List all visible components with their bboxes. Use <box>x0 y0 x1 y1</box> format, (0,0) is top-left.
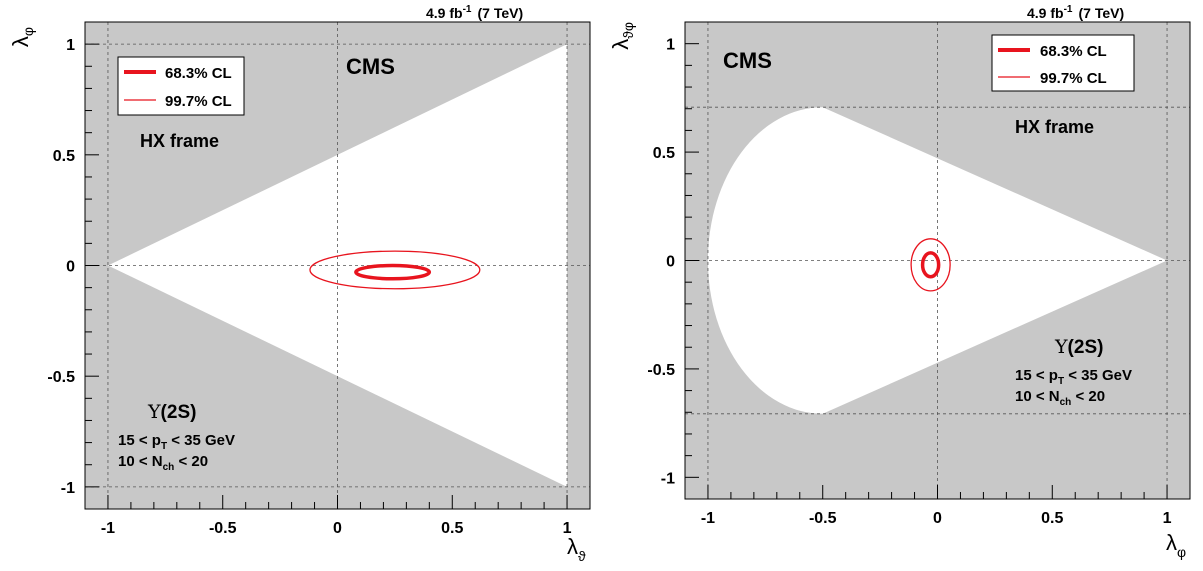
right-xlabel: λφ <box>1166 530 1186 560</box>
left-legend: 68.3% CL 99.7% CL <box>117 56 245 116</box>
left-ytick-label-1: -0.5 <box>47 369 75 386</box>
left-ytick-label-2: 0 <box>66 259 75 276</box>
left-xtick-label-1: -0.5 <box>209 520 237 537</box>
right-legend: 68.3% CL 99.7% CL <box>991 34 1135 92</box>
left-ylabel: λφ <box>8 27 36 47</box>
left-ytick-label-0: -1 <box>61 480 75 497</box>
right-contours <box>910 238 951 292</box>
left-lumi: 4.9 fb-1 (7 TeV) <box>426 4 523 21</box>
right-nch-label: 10 < Nch < 20 <box>1015 388 1105 408</box>
left-contours <box>309 250 481 290</box>
right-xtick-label-0: -1 <box>701 510 715 527</box>
right-xtick-label-1: -0.5 <box>809 510 837 527</box>
right-ytick-label-0: -1 <box>661 470 675 487</box>
right-panel: -1 -0.5 0 0.5 1 -1 -0.5 0 0.5 1 4.9 fb-1 (7 TeV) 6… <box>608 4 1191 560</box>
right-cms-label: CMS <box>723 48 772 73</box>
right-legend-label-thick: 68.3% CL <box>1040 43 1107 60</box>
right-contour-68 <box>920 251 941 279</box>
left-xtick-label-0: -1 <box>101 520 115 537</box>
right-lumi: 4.9 fb-1 (7 TeV) <box>1027 4 1124 21</box>
left-contour-68 <box>354 263 432 281</box>
left-xlabel: λϑ <box>567 534 586 564</box>
left-upsilon-label: Υ(2S) <box>147 401 196 423</box>
right-xtick-label-2: 0 <box>933 510 942 527</box>
right-pt-label: 15 < pT < 35 GeV <box>1015 367 1132 387</box>
right-ytick-label-4: 1 <box>666 37 675 54</box>
right-legend-label-thin: 99.7% CL <box>1040 70 1107 87</box>
left-panel: -1 -0.5 0 0.5 1 -1 -0.5 0 0.5 1 4.9 fb-1 (7 TeV) 6… <box>8 4 591 564</box>
left-grid <box>85 22 590 509</box>
right-xtick-label-3: 0.5 <box>1041 510 1063 527</box>
left-ytick-label-4: 1 <box>66 37 75 54</box>
right-grid <box>685 22 1190 499</box>
left-cms-label: CMS <box>346 54 395 79</box>
right-contour-99 <box>910 238 951 292</box>
left-ytick-label-3: 0.5 <box>53 148 75 165</box>
right-ytick-label-2: 0 <box>666 254 675 271</box>
right-legend-box <box>991 34 1135 92</box>
left-xtick-label-2: 0 <box>333 520 342 537</box>
left-contour-99 <box>309 250 481 290</box>
left-pt-label: 15 < pT < 35 GeV <box>118 432 235 452</box>
right-ticks: -1 -0.5 0 0.5 1 -1 -0.5 0 0.5 1 <box>647 21 1191 527</box>
right-ylabel: λϑφ <box>608 22 636 50</box>
left-xtick-label-4: 1 <box>563 520 572 537</box>
left-frame-label: HX frame <box>140 131 219 151</box>
left-legend-label-thick: 68.3% CL <box>165 65 232 82</box>
right-ytick-label-3: 0.5 <box>653 145 675 162</box>
right-ytick-label-1: -0.5 <box>647 362 675 379</box>
left-nch-label: 10 < Nch < 20 <box>118 453 208 473</box>
right-upsilon-label: Υ(2S) <box>1054 336 1103 358</box>
right-xtick-label-4: 1 <box>1163 510 1172 527</box>
left-legend-label-thin: 99.7% CL <box>165 93 232 110</box>
right-frame-label: HX frame <box>1015 117 1094 137</box>
left-ticks: -1 -0.5 0 0.5 1 -1 -0.5 0 0.5 1 <box>47 21 591 537</box>
left-legend-box <box>117 56 245 116</box>
left-xtick-label-3: 0.5 <box>441 520 463 537</box>
